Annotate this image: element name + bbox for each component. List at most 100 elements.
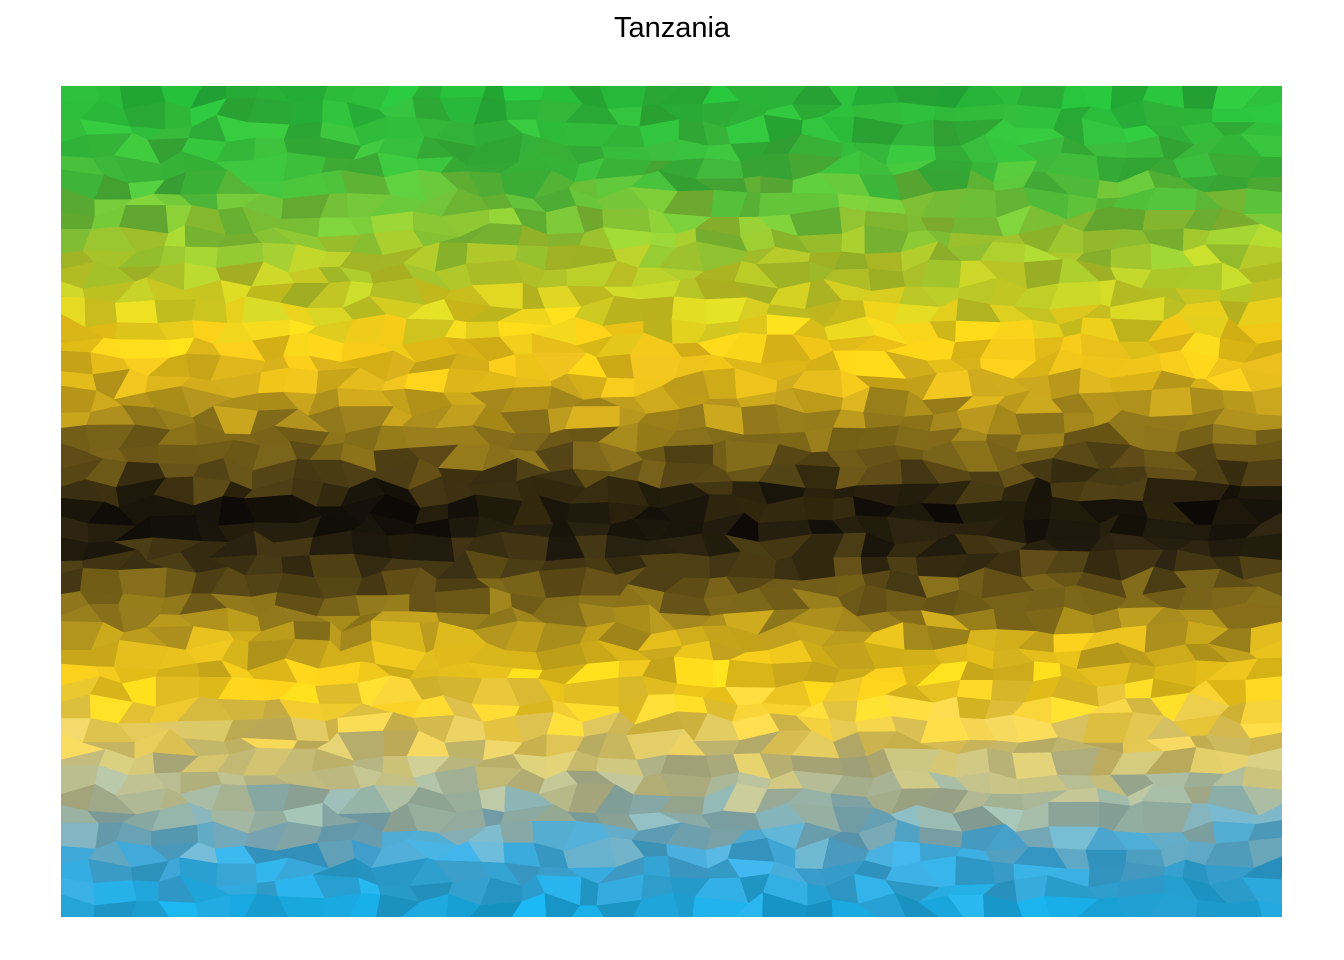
mosaic-cell — [61, 350, 94, 375]
mosaic-cell — [114, 339, 170, 360]
mosaic-cell — [244, 893, 289, 917]
mosaic-cell — [1239, 533, 1282, 561]
mosaic-cell — [1248, 223, 1282, 249]
mosaic-cell — [293, 620, 331, 642]
mosaic-cell — [918, 895, 965, 917]
mosaic-cell — [1096, 180, 1121, 200]
mosaic-cell — [448, 515, 480, 539]
mosaic-cell — [157, 900, 199, 917]
mosaic-cell — [567, 502, 612, 526]
mosaic-cell — [760, 153, 794, 181]
mosaic-cell — [1257, 900, 1282, 917]
mosaic-cell — [1243, 339, 1282, 364]
mosaic-cell — [672, 892, 696, 917]
mosaic-cell — [599, 86, 648, 110]
mosaic-cell — [1016, 895, 1051, 917]
mosaic-cell — [225, 86, 259, 99]
mosaic-cell — [1014, 104, 1062, 130]
mosaic-cell — [1248, 819, 1282, 842]
mosaic-cell — [93, 900, 138, 917]
mosaic-cell — [1248, 732, 1282, 757]
mosaic-cell — [1240, 133, 1282, 158]
mosaic-cell — [404, 533, 456, 563]
mosaic-cell — [1242, 571, 1282, 598]
mosaic-cell — [1241, 856, 1282, 880]
mosaic-cell — [1255, 428, 1282, 446]
mosaic-cell — [277, 896, 326, 917]
mosaic-cell — [1247, 440, 1282, 463]
mosaic-cell — [289, 100, 324, 126]
mosaic-cell — [1196, 899, 1228, 917]
mosaic-cell — [434, 587, 491, 615]
mosaic-cell — [79, 567, 124, 595]
mosaic-cell — [61, 894, 96, 917]
mosaic-cell — [118, 567, 168, 599]
mosaic-cell — [692, 896, 750, 917]
mosaic-cell — [1237, 296, 1282, 327]
mosaic-cell — [1146, 892, 1199, 917]
mosaic-cell — [1245, 747, 1282, 772]
mosaic-cell — [921, 259, 962, 289]
mosaic-cell — [376, 894, 421, 917]
mosaic-cell — [1242, 766, 1282, 791]
mosaic-cell — [215, 863, 258, 888]
mosaic-cell — [61, 822, 100, 850]
mosaic-cell — [502, 86, 546, 102]
mosaic-cell — [1248, 156, 1282, 179]
mosaic-cell — [1243, 213, 1282, 234]
voronoi-flag-mosaic — [61, 86, 1282, 917]
mosaic-cell — [195, 894, 231, 917]
mosaic-cells — [61, 86, 1282, 917]
mosaic-cell — [762, 892, 809, 917]
mosaic-cell — [446, 893, 481, 917]
mosaic-cell — [1240, 458, 1282, 487]
mosaic-cell — [663, 444, 714, 465]
mosaic-cell — [1241, 785, 1282, 817]
mosaic-cell — [154, 299, 197, 324]
mosaic-cell — [1245, 657, 1282, 681]
mosaic-cell — [1245, 602, 1282, 629]
mosaic-cell — [758, 192, 793, 218]
mosaic-cell — [1246, 176, 1282, 193]
mosaic-cell — [947, 894, 985, 917]
mosaic-cell — [499, 820, 535, 844]
mosaic-cell — [633, 892, 681, 917]
mosaic-cell — [857, 892, 907, 917]
mosaic-cell — [833, 556, 864, 578]
mosaic-cell — [629, 353, 683, 380]
mosaic-cell — [673, 656, 714, 689]
mosaic-cell — [1236, 498, 1282, 525]
mosaic-cell — [538, 567, 588, 599]
mosaic-cell — [409, 592, 437, 614]
mosaic-cell — [1240, 699, 1282, 725]
mosaic-cell — [863, 386, 910, 418]
mosaic-cell — [596, 899, 642, 917]
mosaic-cell — [469, 901, 523, 917]
mosaic-cell — [1238, 261, 1282, 284]
mosaic-cell — [639, 296, 675, 322]
mosaic-cell — [1149, 387, 1194, 418]
mosaic-cell — [465, 321, 501, 340]
mosaic-cell — [320, 893, 362, 917]
mosaic-cell — [1248, 277, 1282, 304]
mosaic-cell — [1245, 586, 1282, 609]
mosaic-cell — [1255, 414, 1282, 432]
mosaic-cell — [1044, 895, 1100, 917]
mosaic-cell — [1242, 877, 1282, 907]
mosaic-cell — [159, 245, 186, 267]
mosaic-cell — [1210, 900, 1263, 917]
mosaic-cell — [571, 905, 605, 917]
mosaic-cell — [566, 521, 612, 537]
mosaic-cell — [802, 496, 834, 521]
mosaic-cell — [149, 514, 203, 542]
mosaic-cell — [831, 899, 878, 917]
mosaic-cell — [115, 300, 159, 324]
mosaic-cell — [1077, 897, 1124, 917]
mosaic-cell — [130, 900, 170, 917]
mosaic-cell — [1240, 122, 1282, 137]
mosaic-cell — [544, 892, 581, 917]
mosaic-cell — [283, 367, 319, 395]
mosaic-cell — [1012, 752, 1058, 780]
plot-title: Tanzania — [613, 12, 731, 44]
mosaic-cell — [309, 553, 364, 579]
